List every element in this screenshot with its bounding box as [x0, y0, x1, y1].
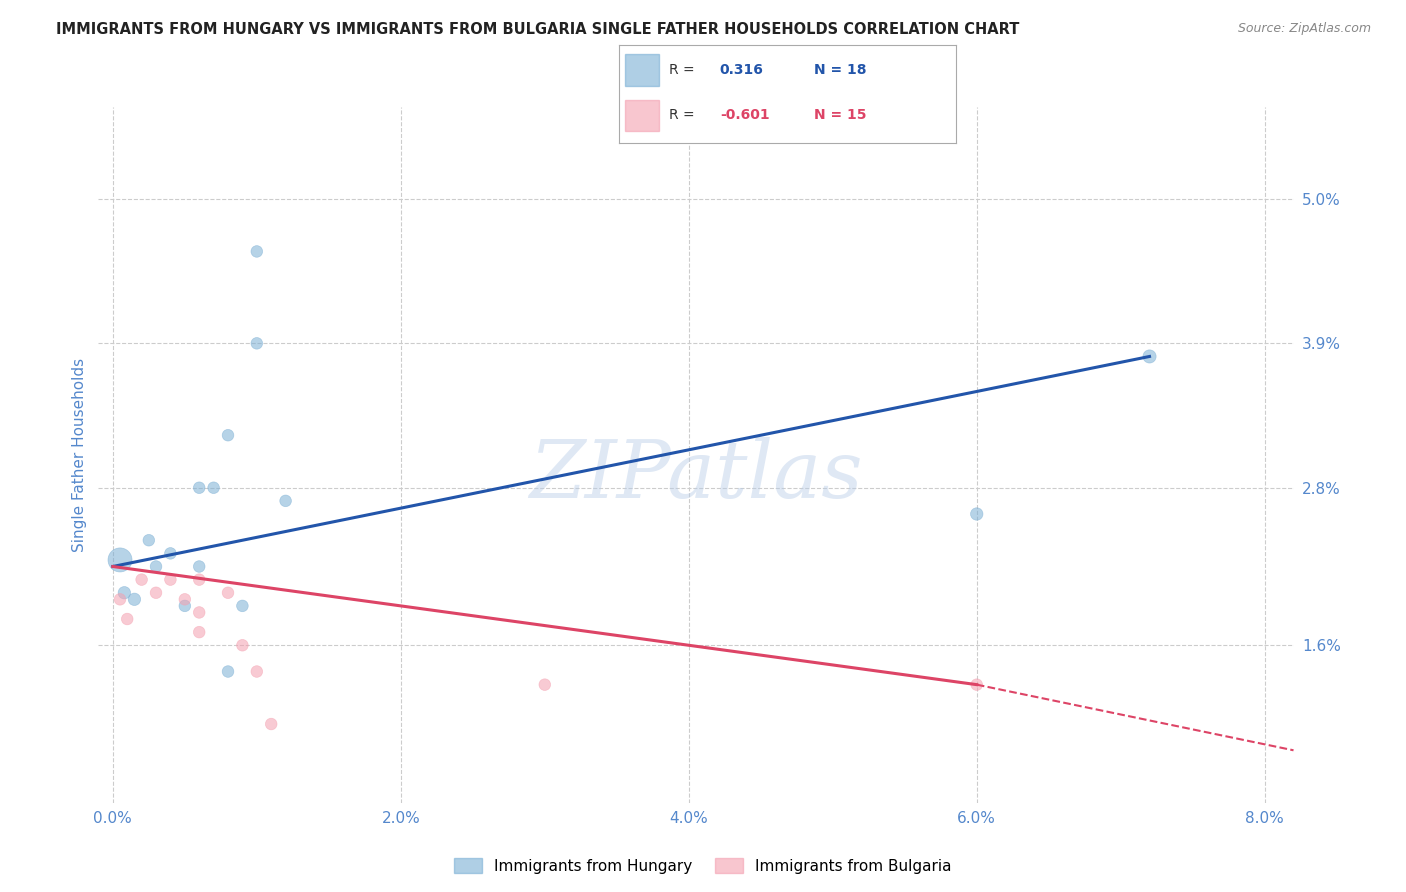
Text: ZIPatlas: ZIPatlas — [529, 437, 863, 515]
Point — [966, 678, 988, 692]
Point — [231, 638, 253, 652]
Text: R =: R = — [669, 63, 695, 77]
Point — [173, 592, 195, 607]
Point — [145, 586, 167, 600]
Point — [159, 546, 181, 560]
Point — [188, 606, 211, 620]
Point — [217, 586, 239, 600]
Point — [115, 612, 138, 626]
Point — [246, 244, 269, 259]
Point — [159, 573, 181, 587]
Point — [533, 678, 555, 692]
Y-axis label: Single Father Households: Single Father Households — [72, 358, 87, 552]
Point — [145, 559, 167, 574]
Point — [966, 507, 988, 521]
Point — [108, 592, 131, 607]
Point — [131, 573, 153, 587]
Point — [188, 573, 211, 587]
Point — [231, 599, 253, 613]
Point — [173, 599, 195, 613]
FancyBboxPatch shape — [626, 100, 659, 131]
Text: -0.601: -0.601 — [720, 108, 769, 122]
Point — [188, 559, 211, 574]
Point — [112, 586, 135, 600]
Text: R =: R = — [669, 108, 695, 122]
Text: IMMIGRANTS FROM HUNGARY VS IMMIGRANTS FROM BULGARIA SINGLE FATHER HOUSEHOLDS COR: IMMIGRANTS FROM HUNGARY VS IMMIGRANTS FR… — [56, 22, 1019, 37]
Point — [108, 553, 131, 567]
FancyBboxPatch shape — [626, 54, 659, 86]
Point — [1139, 350, 1161, 364]
Point — [124, 592, 146, 607]
Text: Source: ZipAtlas.com: Source: ZipAtlas.com — [1237, 22, 1371, 36]
Point — [217, 665, 239, 679]
Text: N = 18: N = 18 — [814, 63, 868, 77]
Text: 0.316: 0.316 — [720, 63, 763, 77]
Point — [260, 717, 283, 731]
Point — [217, 428, 239, 442]
Point — [138, 533, 160, 548]
Point — [188, 481, 211, 495]
Text: N = 15: N = 15 — [814, 108, 868, 122]
Point — [246, 665, 269, 679]
Point — [246, 336, 269, 351]
Legend: Immigrants from Hungary, Immigrants from Bulgaria: Immigrants from Hungary, Immigrants from… — [449, 852, 957, 880]
Point — [202, 481, 225, 495]
Point — [188, 625, 211, 640]
Point — [274, 494, 297, 508]
